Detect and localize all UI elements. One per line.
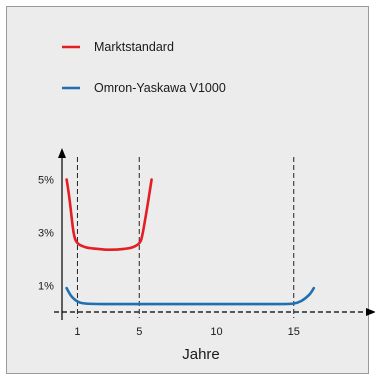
y-axis-arrow xyxy=(58,148,66,158)
x-tick-label: 15 xyxy=(288,326,300,338)
legend-label-omron: Omron-Yaskawa V1000 xyxy=(94,81,226,95)
y-tick-label: 5% xyxy=(38,175,54,187)
series-layer xyxy=(65,178,316,306)
reference-lines xyxy=(76,157,295,318)
chart-frame xyxy=(6,6,369,374)
x-tick-label: 1 xyxy=(74,326,80,338)
y-tick-label: 1% xyxy=(38,281,54,293)
y-tick-label: 3% xyxy=(38,228,54,240)
series-line-marktstandard xyxy=(65,178,153,252)
y-tick-labels: 1% 3% 5% xyxy=(38,175,54,293)
x-axis-arrow xyxy=(366,308,375,316)
x-tick-label: 10 xyxy=(210,326,222,338)
legend-label-marktstandard: Marktstandard xyxy=(94,40,174,54)
x-axis-label: Jahre xyxy=(182,346,220,363)
series-line-omron-yaskawa-v1000 xyxy=(65,286,316,306)
axes xyxy=(54,148,375,320)
legend: Marktstandard Omron-Yaskawa V1000 xyxy=(62,40,226,95)
x-tick-labels: 1 5 10 15 xyxy=(74,326,299,338)
x-tick-label: 5 xyxy=(136,326,142,338)
